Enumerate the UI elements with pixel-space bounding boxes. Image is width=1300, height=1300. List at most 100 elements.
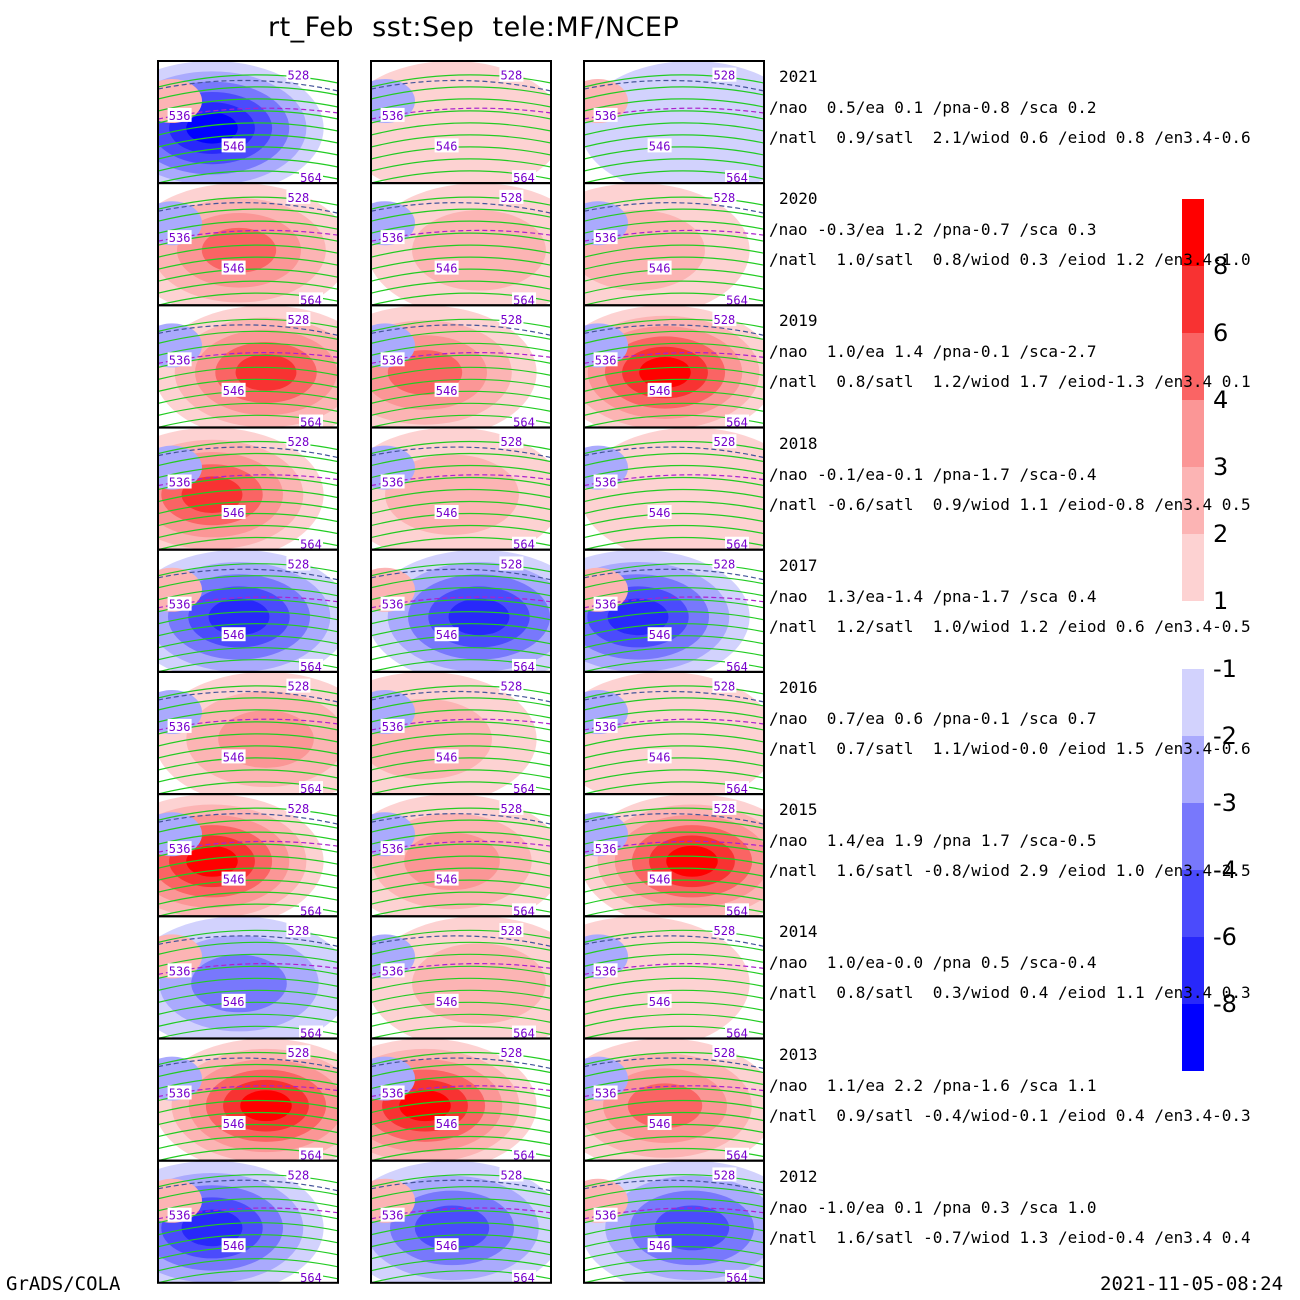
anomaly-shading [584, 61, 764, 183]
contour-line [371, 685, 551, 699]
contour-label: 564 [300, 660, 322, 674]
contour-line [158, 757, 338, 771]
contour-line [371, 524, 551, 539]
colorbar-segment [1182, 1004, 1204, 1071]
contour-line [371, 1075, 551, 1090]
year-label: 2013 [779, 1044, 818, 1064]
anomaly-shading [208, 598, 270, 636]
colorbar-tick-label: 6 [1213, 319, 1228, 347]
contour-line-dashed [371, 813, 551, 825]
contour-label: 536 [169, 598, 191, 612]
map-panel: 528 536 546 564 [370, 548, 552, 673]
anomaly-shading [627, 1083, 703, 1129]
contour-line [584, 867, 764, 881]
contour-line-dashed [371, 1085, 551, 1098]
contour-label: 528 [714, 313, 736, 327]
contour-line-dashed [584, 840, 764, 853]
colorbar-segment [1182, 400, 1204, 467]
contour-line [371, 220, 551, 234]
teleconnection-line-1: /nao -1.0/ea 0.1 /pna 0.3 /sca 1.0 [769, 1197, 1097, 1217]
teleconnection-line-2: /natl 0.8/satl 0.3/wiod 0.4 /eiod 1.1 /e… [769, 983, 1251, 1003]
contour-line [158, 1013, 338, 1027]
contour-label: 528 [288, 924, 310, 938]
anomaly-shading [412, 943, 546, 1024]
contour-line [584, 196, 764, 210]
colorbar-tick-label: 1 [1213, 587, 1228, 615]
contour-line [584, 929, 764, 943]
contour-line [584, 500, 764, 515]
contour-line [371, 1051, 551, 1066]
contour-line-dashed [158, 963, 338, 975]
contour-line-dashed [158, 1179, 338, 1192]
contour-line [371, 330, 551, 344]
contour-line [584, 122, 764, 136]
contour-line [584, 256, 764, 270]
contour-label: 528 [714, 69, 736, 83]
contour-line [158, 342, 338, 356]
contour-label: 564 [513, 782, 535, 796]
contour-line-dashed [371, 202, 551, 214]
contour-line [158, 1123, 338, 1138]
contour-line [584, 563, 764, 577]
contour-line [158, 256, 338, 270]
contour-line [584, 831, 764, 845]
contour-line [371, 831, 551, 845]
contour-line [371, 390, 551, 404]
contour-line [584, 697, 764, 711]
footer-software-label: GrADS/COLA [6, 1273, 121, 1295]
map-panel: 528 536 546 564 [157, 1037, 339, 1162]
contour-label: 536 [382, 842, 404, 856]
year-label: 2019 [779, 311, 818, 331]
contour-line-dashed [371, 1057, 551, 1070]
contour-line-dashed [584, 202, 764, 214]
contour-line [158, 74, 338, 88]
contour-line [158, 1111, 338, 1126]
contour-label: 536 [595, 1209, 617, 1223]
contour-line [158, 330, 338, 344]
contour-label: 536 [595, 109, 617, 123]
contour-line [158, 244, 338, 258]
contour-label: 536 [382, 964, 404, 978]
contour-line [371, 587, 551, 601]
contour-line [584, 366, 764, 380]
contour-line [584, 220, 764, 234]
contour-line-dashed [584, 1207, 764, 1220]
contour-line [158, 807, 338, 821]
colorbar-segment [1182, 870, 1204, 937]
contour-line [158, 500, 338, 515]
contour-line [584, 342, 764, 356]
contour-line [158, 146, 338, 160]
anomaly-shading [235, 354, 297, 391]
contour-line-dashed [371, 79, 551, 92]
contour-line [371, 464, 551, 479]
contour-line [584, 1186, 764, 1200]
contour-label: 546 [436, 262, 458, 276]
contour-line-dashed [158, 79, 338, 92]
contour-line [371, 929, 551, 943]
contour-line-dashed [158, 324, 338, 336]
contour-line-dashed [371, 352, 551, 364]
contour-line-dashed [158, 352, 338, 364]
contour-line [158, 953, 338, 967]
contour-label: 528 [714, 1168, 736, 1182]
contour-line [371, 342, 551, 356]
contour-line-dashed [584, 1085, 764, 1098]
contour-label: 546 [649, 1239, 671, 1253]
contour-line [584, 953, 764, 967]
contour-label: 564 [726, 293, 748, 307]
contour-line [158, 831, 338, 845]
map-panel: 528 536 546 564 [157, 182, 339, 307]
contour-label: 536 [595, 231, 617, 245]
contour-label: 536 [382, 231, 404, 245]
contour-label: 546 [223, 262, 245, 276]
colorbar-segment [1182, 669, 1204, 736]
contour-line [158, 769, 338, 783]
teleconnection-line-1: /nao 0.7/ea 0.6 /pna-0.1 /sca 0.7 [769, 709, 1097, 728]
contour-line [584, 1111, 764, 1126]
contour-line [584, 280, 764, 294]
contour-label: 564 [726, 660, 748, 674]
contour-line [158, 1075, 338, 1090]
contour-line-dashed [371, 935, 551, 947]
contour-line [371, 1234, 551, 1248]
contour-line [371, 879, 551, 893]
